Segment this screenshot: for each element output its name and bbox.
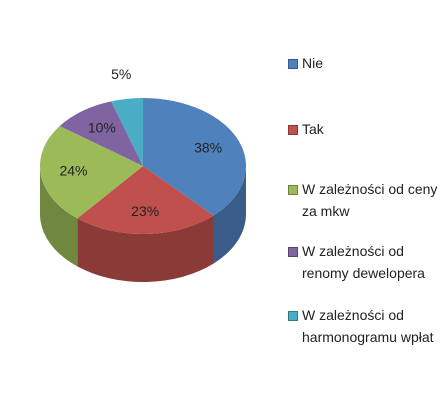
slice-side: [213, 166, 246, 264]
data-label: 38%: [194, 140, 222, 156]
legend-item: W zależności od harmonogramu wpłat: [288, 304, 443, 348]
data-label: 5%: [111, 66, 131, 82]
legend-swatch: [288, 311, 298, 321]
slice-top: [111, 98, 143, 166]
legend-label: Tak: [302, 121, 324, 137]
data-label: 24%: [59, 162, 87, 178]
data-label: 10%: [88, 119, 116, 135]
slice-top: [59, 101, 143, 166]
slice-top: [143, 98, 246, 216]
legend-label: W zależności od ceny za mkw: [302, 181, 438, 219]
slice-top: [77, 166, 214, 234]
legend-swatch: [288, 185, 298, 195]
pie-slice: [143, 98, 246, 264]
legend-label: Nie: [302, 55, 324, 71]
slice-side: [77, 215, 214, 282]
legend-label: W zależności od renomy dewelopera: [302, 243, 425, 281]
legend-item: Tak: [288, 118, 443, 140]
legend-label: W zależności od harmonogramu wpłat: [302, 307, 434, 345]
legend-item: W zależności od renomy dewelopera: [288, 240, 443, 284]
legend-swatch: [288, 125, 298, 135]
legend-swatch: [288, 247, 298, 257]
legend-item: W zależności od ceny za mkw: [288, 178, 443, 222]
pie-slice: [111, 98, 143, 166]
legend-swatch: [288, 59, 298, 69]
pie-slice: [40, 126, 143, 267]
data-label: 23%: [131, 203, 159, 219]
pie-slice: [59, 101, 143, 166]
legend-item: Nie: [288, 52, 443, 74]
slice-top: [40, 126, 143, 219]
pie-slice: [77, 166, 214, 282]
slice-side: [40, 166, 78, 267]
